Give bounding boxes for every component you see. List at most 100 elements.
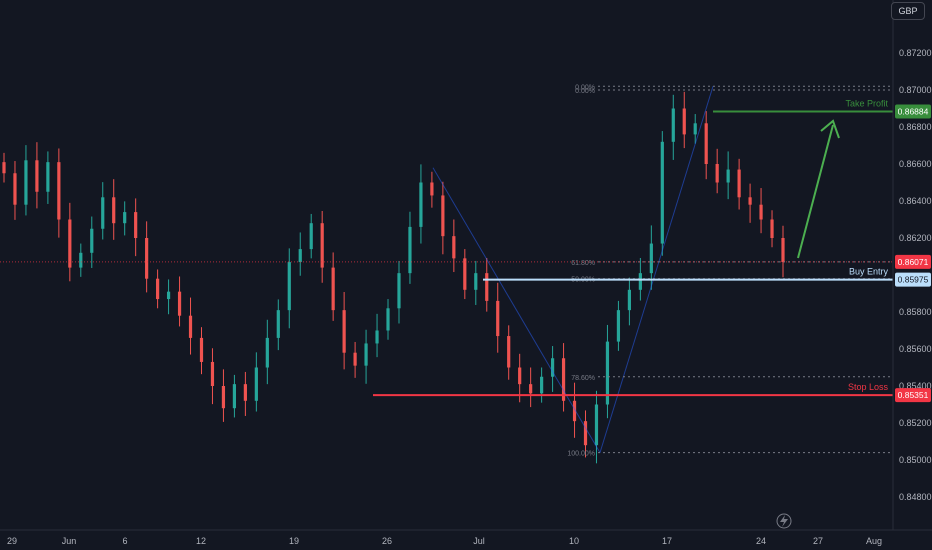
x-tick-label: 17 <box>662 536 672 546</box>
candle-body <box>188 315 193 338</box>
candle-body <box>298 249 302 263</box>
price-tag <box>895 254 931 269</box>
y-tick-label: 0.87000 <box>899 85 932 95</box>
candle-body <box>79 252 83 268</box>
candle-body <box>704 123 708 164</box>
x-tick-label: Jun <box>62 536 77 546</box>
candle-body <box>649 243 653 274</box>
trade-levels[interactable]: Take Profit Buy Entry Stop Loss <box>0 98 893 397</box>
candle-body <box>210 361 215 386</box>
fib-trend-line <box>432 167 601 453</box>
y-tick-label: 0.85000 <box>899 455 932 465</box>
candle-body <box>397 273 401 309</box>
candle-body <box>68 219 72 268</box>
y-tick-label: 0.86400 <box>899 196 932 206</box>
candle-body <box>13 173 17 205</box>
fib-trend-line <box>599 86 714 453</box>
price-tag-label: 0.85975 <box>898 275 929 285</box>
candle-body <box>342 310 346 353</box>
y-tick-label: 0.85200 <box>899 418 932 428</box>
x-tick-label: 12 <box>196 536 206 546</box>
x-tick-label: 19 <box>289 536 299 546</box>
arrow-head <box>820 119 840 139</box>
candle-body <box>627 289 631 311</box>
candle-body <box>364 343 368 366</box>
candle-body <box>759 204 763 220</box>
candle-body <box>638 273 642 290</box>
y-tick-label: 0.86600 <box>899 159 932 169</box>
candle-body <box>166 291 171 300</box>
candle-body <box>35 160 39 192</box>
candle-body <box>572 400 577 422</box>
y-tick-label: 0.85800 <box>899 307 932 317</box>
candle-body <box>693 123 697 135</box>
candle-body <box>145 238 149 279</box>
candle-body <box>748 197 752 205</box>
arrow-shaft <box>797 124 834 259</box>
candle-body <box>781 238 785 263</box>
candle-body <box>518 367 522 385</box>
candle-body <box>583 421 588 446</box>
y-tick-label: 0.86200 <box>899 233 932 243</box>
fib-level-label: 0.00% <box>575 84 595 91</box>
candle-body <box>24 160 28 205</box>
fib-level-label: 61.80% <box>571 260 595 267</box>
candle-body <box>57 162 61 220</box>
x-tick-label: 10 <box>569 536 579 546</box>
candle-body <box>386 308 390 331</box>
time-axis[interactable]: 29 Jun 6 12 19 26 Jul 10 17 24 27 Aug <box>7 536 882 546</box>
currency-button[interactable]: GBP <box>891 2 925 20</box>
price-axis[interactable]: 0.87200 0.87000 0.86800 0.86600 0.86400 0.862… <box>899 48 932 502</box>
candle-body <box>232 384 237 409</box>
candle-body <box>561 358 566 401</box>
candle-body <box>605 341 610 405</box>
candle-body <box>265 337 269 368</box>
candle-body <box>682 108 686 135</box>
price-tag-label: 0.86884 <box>898 106 929 116</box>
candle-body <box>452 236 456 259</box>
candle-body <box>737 169 741 198</box>
candle-body <box>254 367 258 401</box>
lightning-bolt-icon[interactable] <box>776 513 792 529</box>
candle-body <box>134 212 138 238</box>
candle-body <box>101 197 105 229</box>
candle-body <box>485 273 489 301</box>
candle-body <box>353 352 357 366</box>
price-tag-label: 0.85351 <box>898 390 929 400</box>
candle-body <box>112 197 116 224</box>
x-tick-label: 29 <box>7 536 17 546</box>
candle-body <box>46 162 50 192</box>
candle-body <box>496 300 500 337</box>
candle-body <box>375 330 379 344</box>
candle-body <box>221 386 226 409</box>
candle-body <box>419 182 423 227</box>
candle-body <box>671 108 675 142</box>
candle-body <box>90 228 94 253</box>
take-profit-label: Take Profit <box>845 98 888 108</box>
candle-body <box>594 404 599 446</box>
price-tag <box>895 272 931 287</box>
candle-body <box>507 336 511 368</box>
y-tick-label: 0.87200 <box>899 48 932 58</box>
y-tick-label: 0.85400 <box>899 381 932 391</box>
candles-layer <box>2 91 785 464</box>
x-tick-label: 26 <box>382 536 392 546</box>
stop-loss-label: Stop Loss <box>848 382 889 392</box>
candle-body <box>320 223 324 268</box>
candle-body <box>123 212 127 224</box>
candle-body <box>309 223 313 250</box>
candle-body <box>287 262 291 311</box>
fib-level-label: 100.00% <box>567 451 595 458</box>
candle-body <box>199 337 204 362</box>
candle-body <box>2 162 6 174</box>
candle-body <box>463 258 467 290</box>
candle-body <box>770 219 774 238</box>
entry-label: Buy Entry <box>849 267 889 277</box>
lightning-bolt-icon-glyph <box>780 515 788 527</box>
candle-body <box>276 310 280 338</box>
x-tick-label: Jul <box>473 536 485 546</box>
candle-body <box>430 182 434 196</box>
candle-body <box>529 384 533 394</box>
candle-body <box>474 273 478 290</box>
